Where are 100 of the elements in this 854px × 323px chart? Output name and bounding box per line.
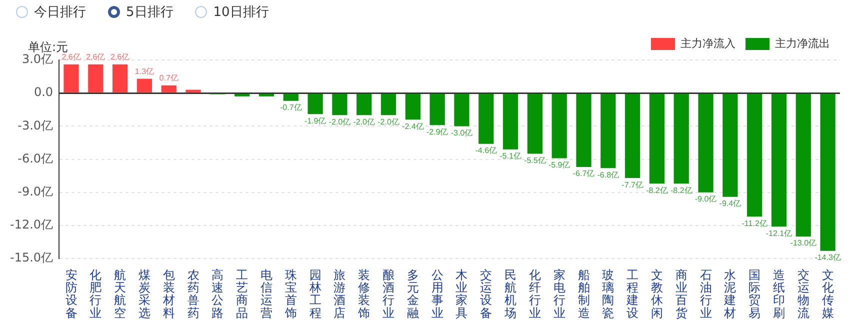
bar bbox=[674, 94, 689, 184]
data-label: 0.7亿 bbox=[159, 74, 178, 83]
data-label: -5.9亿 bbox=[548, 160, 570, 170]
bar bbox=[624, 94, 640, 178]
x-tick-label: 公用事业 bbox=[431, 268, 444, 320]
bar bbox=[600, 94, 616, 168]
y-axis-title: 单位:元 bbox=[28, 40, 68, 54]
x-tick-label: 包装材料 bbox=[162, 268, 175, 320]
bar bbox=[234, 94, 250, 96]
bar bbox=[722, 94, 738, 197]
bar bbox=[747, 94, 762, 217]
bar bbox=[430, 94, 445, 126]
y-tick-label: -3.0亿 bbox=[18, 118, 54, 132]
bar bbox=[136, 78, 152, 92]
data-label: -5.1亿 bbox=[500, 152, 522, 161]
text: 10日排行 bbox=[213, 4, 269, 21]
data-label: -2.9亿 bbox=[426, 127, 448, 136]
bar bbox=[576, 94, 592, 168]
data-label: -8.2亿 bbox=[646, 186, 668, 195]
x-tick-label: 文教休闲 bbox=[650, 268, 663, 320]
data-label: -9.0亿 bbox=[694, 194, 717, 204]
x-tick-label: 电信运营 bbox=[260, 268, 272, 320]
data-label: -14.3亿 bbox=[814, 253, 841, 262]
data-label: -0.7亿 bbox=[280, 103, 302, 112]
y-tick-label: 0.0 bbox=[34, 85, 54, 100]
x-tick-label: 园林工程 bbox=[308, 268, 322, 320]
y-tick-label: -12.0亿 bbox=[10, 218, 54, 232]
data-label: -6.8亿 bbox=[597, 170, 620, 180]
x-tick-label: 造纸印刷 bbox=[772, 268, 785, 320]
data-label: -11.2亿 bbox=[742, 218, 768, 228]
x-tick-label: 木业家具 bbox=[456, 268, 468, 320]
data-label: -2.4亿 bbox=[402, 122, 424, 131]
data-label: -2.0亿 bbox=[353, 117, 376, 126]
bar bbox=[771, 94, 787, 227]
bar bbox=[527, 94, 543, 154]
bar bbox=[820, 94, 836, 251]
bar bbox=[405, 94, 420, 120]
x-tick-label: 酿酒行业 bbox=[382, 268, 395, 320]
text: 今日排行 bbox=[34, 4, 86, 21]
legend-label: 主力净流出 bbox=[775, 36, 830, 50]
data-label: -9.4亿 bbox=[719, 199, 742, 208]
x-tick-label: 交运物流 bbox=[797, 268, 810, 320]
bar bbox=[186, 90, 201, 92]
x-tick-label: 民航机场 bbox=[504, 268, 517, 320]
x-tick-label: 家电行业 bbox=[553, 268, 566, 320]
bar bbox=[88, 64, 104, 92]
legend-label: 主力净流入 bbox=[680, 36, 736, 50]
data-label: -13.0亿 bbox=[790, 238, 817, 248]
x-tick-label: 旅游酒店 bbox=[334, 268, 346, 320]
bar bbox=[308, 94, 323, 114]
bar bbox=[552, 94, 567, 158]
x-tick-label: 商业百货 bbox=[675, 268, 688, 320]
data-label: 2.6亿 bbox=[86, 52, 106, 62]
x-tick-label: 水泥建材 bbox=[723, 268, 736, 320]
y-tick-label: -9.0亿 bbox=[18, 184, 54, 199]
y-tick-label: 3.0亿 bbox=[22, 52, 54, 66]
data-label: -8.2亿 bbox=[670, 186, 692, 195]
y-tick-label: -15.0亿 bbox=[10, 250, 54, 265]
data-label: -5.5亿 bbox=[524, 156, 546, 165]
y-tick-label: -6.0亿 bbox=[18, 151, 54, 166]
bar bbox=[161, 85, 176, 92]
data-label: -6.7亿 bbox=[572, 169, 595, 178]
x-tick-label: 工艺商品 bbox=[236, 268, 248, 320]
bar bbox=[64, 64, 79, 92]
data-label: 2.6亿 bbox=[110, 52, 130, 62]
bar bbox=[796, 94, 811, 237]
text: 5日排行 bbox=[126, 4, 174, 21]
x-tick-label: 交运设备 bbox=[480, 268, 492, 320]
x-tick-label: 多元金融 bbox=[406, 268, 419, 320]
data-label: -2.0亿 bbox=[328, 117, 351, 126]
bar bbox=[283, 94, 298, 101]
x-tick-label: 文化传媒 bbox=[822, 268, 834, 320]
x-tick-label: 煤炭采选 bbox=[138, 268, 150, 320]
bar bbox=[356, 94, 372, 116]
bar bbox=[332, 94, 348, 116]
bar bbox=[380, 94, 396, 116]
x-tick-label: 安防设备 bbox=[65, 268, 78, 320]
data-label: -12.1亿 bbox=[766, 228, 792, 238]
bar bbox=[698, 94, 714, 192]
x-tick-label: 化纤行业 bbox=[528, 268, 541, 320]
x-tick-label: 工程建设 bbox=[626, 268, 639, 320]
bar bbox=[454, 94, 470, 126]
data-label: -4.6亿 bbox=[475, 146, 498, 156]
data-label: -7.7亿 bbox=[622, 180, 644, 190]
data-label: -2.0亿 bbox=[378, 117, 400, 126]
x-tick-label: 农药兽药 bbox=[187, 268, 200, 320]
x-tick-label: 航天航空 bbox=[114, 268, 126, 320]
bar bbox=[502, 94, 518, 150]
x-tick-label: 高速公路 bbox=[212, 268, 224, 320]
data-label: -3.0亿 bbox=[450, 128, 473, 138]
data-label: 2.6亿 bbox=[62, 52, 81, 62]
x-tick-label: 玻璃陶瓷 bbox=[602, 268, 614, 320]
bar bbox=[258, 94, 274, 96]
bar bbox=[649, 94, 665, 184]
x-tick-label: 石油行业 bbox=[700, 268, 712, 320]
x-tick-label: 船舶制造 bbox=[578, 268, 590, 320]
data-label: -1.9亿 bbox=[304, 116, 326, 126]
x-tick-label: 国际贸易 bbox=[748, 268, 761, 320]
data-label: 1.3亿 bbox=[134, 66, 154, 76]
x-tick-label: 化肥行业 bbox=[90, 268, 102, 320]
